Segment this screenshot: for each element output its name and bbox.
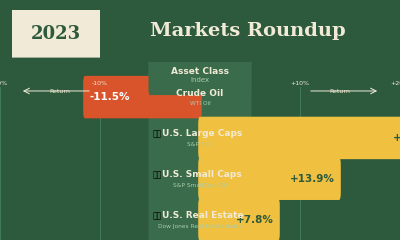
Text: S&P 500: S&P 500 [188, 142, 212, 147]
Text: U.S. Small Caps: U.S. Small Caps [162, 170, 242, 179]
FancyBboxPatch shape [198, 117, 400, 159]
Text: 🇺🇸: 🇺🇸 [152, 211, 162, 220]
Text: Dow Jones Real Estate Index: Dow Jones Real Estate Index [158, 224, 242, 229]
FancyBboxPatch shape [198, 157, 341, 200]
Text: +24.2%: +24.2% [393, 133, 400, 143]
Text: +10%: +10% [290, 81, 310, 86]
Text: -10%: -10% [92, 81, 108, 86]
Text: Return: Return [330, 89, 350, 94]
Text: Index: Index [190, 77, 210, 83]
FancyBboxPatch shape [148, 56, 252, 95]
Text: 🇺🇸: 🇺🇸 [152, 170, 162, 179]
Text: S&P SmallCap 600: S&P SmallCap 600 [173, 183, 227, 188]
Text: 2023: 2023 [31, 25, 81, 43]
Text: U.S. Large Caps: U.S. Large Caps [162, 129, 242, 138]
Text: Markets Roundup: Markets Roundup [150, 22, 346, 40]
Text: Return: Return [50, 89, 70, 94]
FancyBboxPatch shape [5, 10, 107, 58]
FancyBboxPatch shape [148, 56, 252, 240]
Text: +13.9%: +13.9% [290, 174, 335, 184]
Text: -11.5%: -11.5% [89, 92, 130, 102]
Text: -20%: -20% [0, 81, 8, 86]
FancyBboxPatch shape [198, 198, 280, 240]
Text: U.S. Real Estate: U.S. Real Estate [162, 211, 244, 220]
Text: WTI Oil: WTI Oil [190, 101, 210, 106]
FancyBboxPatch shape [83, 76, 202, 118]
Text: Asset Class: Asset Class [171, 67, 229, 76]
Text: +20%: +20% [390, 81, 400, 86]
Text: 🇺🇸: 🇺🇸 [152, 129, 162, 138]
Text: Crude Oil: Crude Oil [176, 89, 224, 97]
Text: +7.8%: +7.8% [236, 215, 274, 225]
